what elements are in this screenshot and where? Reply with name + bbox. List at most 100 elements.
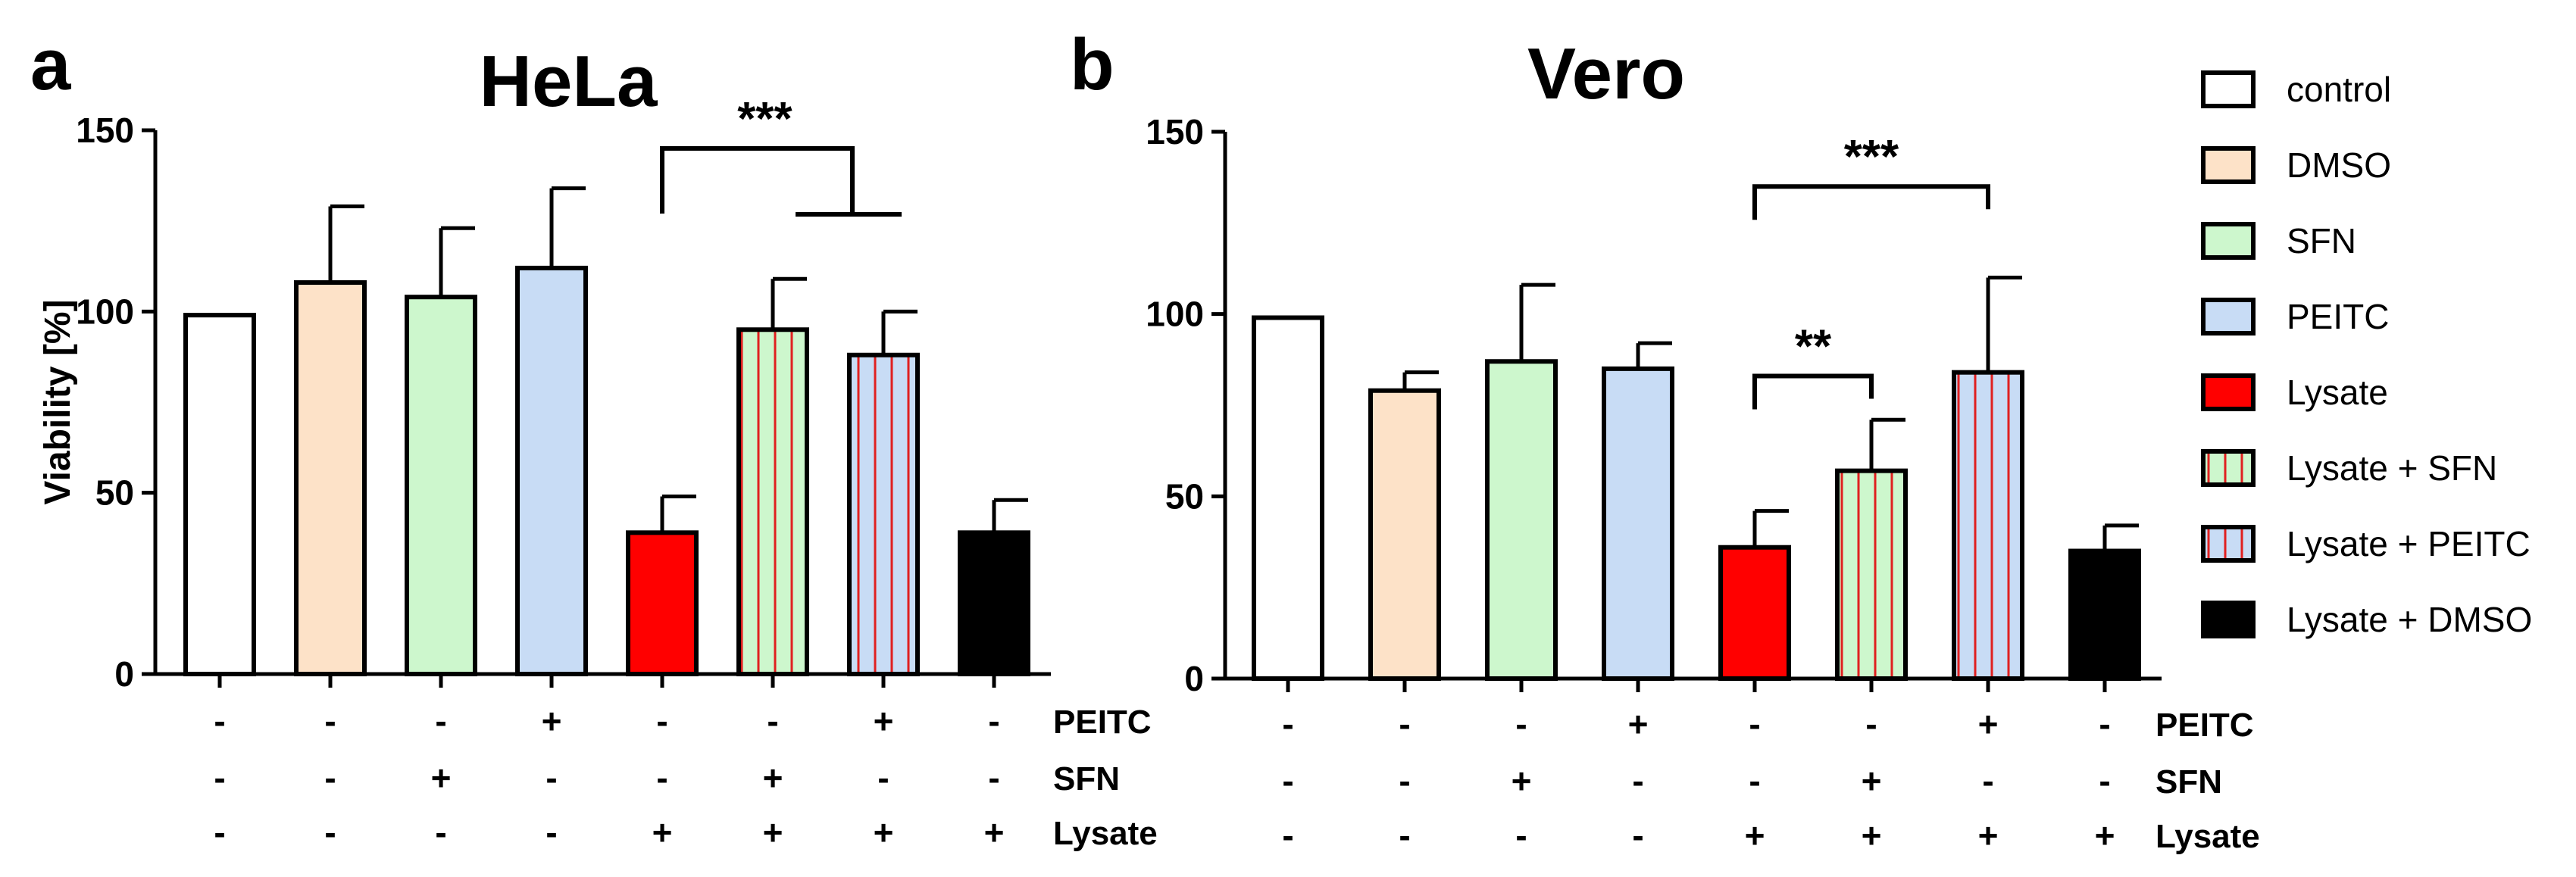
condition-sign-sfn: - [2099, 761, 2110, 801]
panel-b-y-tick-label: 50 [1165, 476, 1204, 516]
bar-lysate [628, 532, 696, 674]
legend-sfn-swatch-fill [2203, 224, 2253, 257]
panel-b-y-tick-label: 100 [1146, 295, 1204, 334]
condition-sign-peitc: + [874, 701, 894, 741]
condition-sign-peitc: - [1865, 704, 1877, 744]
bar-outline-lysate-dmso [2068, 548, 2141, 681]
legend-peitc-swatch [2201, 298, 2256, 336]
legend-lysate-swatch-fill [2203, 376, 2253, 409]
condition-sign-peitc: - [1515, 704, 1527, 744]
condition-sign-peitc: - [656, 701, 667, 741]
condition-sign-lysate: - [435, 813, 446, 852]
bar-outline-lysate-peitc [1952, 370, 2024, 681]
legend-lysate-swatch [2201, 373, 2256, 411]
legend-dmso-swatch-fill [2203, 148, 2253, 182]
significance-2-bracket [1752, 373, 1874, 410]
bar-peitc [1604, 368, 1672, 679]
condition-sign-sfn: - [324, 758, 336, 797]
condition-sign-peitc: - [988, 701, 999, 741]
bar-outline-lysate-dmso [958, 530, 1030, 676]
condition-label-lysate: Lysate [2156, 818, 2260, 855]
legend-control-label: control [2287, 70, 2391, 109]
bar-stripes-lysate-peitc [1954, 372, 2022, 679]
bar-lysate-dmso [960, 532, 1028, 674]
legend-lysate-peitc-label: Lysate + PEITC [2287, 524, 2531, 563]
condition-sign-lysate: + [1978, 816, 1999, 855]
condition-sign-peitc: - [767, 701, 778, 741]
condition-sign-lysate: - [1399, 816, 1410, 855]
bar-outline-lysate-sfn [736, 327, 809, 676]
legend: control DMSO SFN PEITC Lysate Lysate + SFN Lys… [2201, 70, 2532, 639]
condition-sign-sfn: - [1982, 761, 1993, 801]
condition-sign-peitc: + [1978, 704, 1999, 744]
bar-sfn [407, 297, 475, 674]
bar-outline-control [183, 313, 256, 676]
bar-control [1254, 317, 1322, 679]
bar-outline-dmso [1368, 388, 1441, 681]
condition-sign-lysate: + [1862, 816, 1882, 855]
bar-outline-dmso [294, 280, 367, 677]
condition-sign-lysate: - [214, 813, 225, 852]
condition-sign-lysate: + [652, 813, 673, 852]
panel-b-y-tick-label: 0 [1184, 659, 1204, 698]
condition-sign-peitc: - [1749, 704, 1760, 744]
panel-b-y-tick-label: 150 [1146, 112, 1204, 151]
legend-control-swatch [2201, 70, 2256, 108]
bar-outline-peitc [1602, 366, 1674, 681]
panel-b-letter: b [1070, 24, 1114, 105]
legend-lysate-dmso-label: Lysate + DMSO [2287, 600, 2532, 639]
significance-1-bracket [660, 146, 855, 214]
significance-2-label: ** [1795, 320, 1832, 373]
bar-stripes-lysate-sfn [739, 329, 807, 674]
panel-a-y-tick-label: 100 [76, 292, 134, 331]
bar-outline-sfn [405, 295, 477, 676]
legend-control-swatch-fill [2203, 73, 2253, 106]
bar-stripes-lysate-sfn [1837, 470, 1905, 679]
condition-sign-lysate: + [1745, 816, 1765, 855]
legend-lysate-sfn-swatch [2201, 449, 2256, 487]
condition-sign-lysate: - [1282, 816, 1293, 855]
condition-sign-peitc: - [214, 701, 225, 741]
panel-b: 0 50 100 150 - - - + - - + - PEITC - - + - - + - - SFN - - - - + + +… [1146, 112, 2260, 855]
legend-dmso-label: DMSO [2287, 145, 2391, 185]
condition-sign-lysate: - [546, 813, 557, 852]
bar-outline-sfn [1485, 359, 1558, 681]
legend-lysate-peitc-swatch-stripes [2203, 527, 2253, 560]
condition-label-lysate: Lysate [1053, 815, 1158, 852]
panel-a-y-tick-label: 0 [114, 654, 134, 694]
bar-outline-lysate [1718, 545, 1791, 681]
condition-sign-sfn: - [1632, 761, 1643, 801]
condition-sign-sfn: - [1399, 761, 1410, 801]
bar-peitc [517, 267, 586, 675]
condition-sign-sfn: - [1749, 761, 1760, 801]
condition-sign-peitc: - [2099, 704, 2110, 744]
legend-lysate-dmso-swatch [2201, 601, 2256, 638]
condition-sign-lysate: + [763, 813, 783, 852]
legend-sfn-swatch [2201, 222, 2256, 260]
panel-a-title: HeLa [480, 41, 658, 122]
legend-lysate-label: Lysate [2287, 373, 2388, 412]
condition-label-peitc: PEITC [1053, 704, 1152, 741]
condition-sign-lysate: + [984, 813, 1005, 852]
panel-a-letter: a [30, 24, 71, 105]
significance-1-label: *** [1844, 131, 1899, 183]
condition-sign-lysate: - [324, 813, 336, 852]
condition-sign-peitc: - [1399, 704, 1410, 744]
bar-control [186, 315, 254, 674]
legend-lysate-peitc-swatch [2201, 525, 2256, 563]
condition-sign-sfn: - [546, 758, 557, 797]
condition-sign-sfn: + [1512, 761, 1532, 801]
significance-1-bracket [1752, 184, 1990, 220]
panel-b-title: Vero [1527, 33, 1685, 114]
legend-lysate-sfn-label: Lysate + SFN [2287, 448, 2497, 488]
condition-label-peitc: PEITC [2156, 707, 2254, 744]
condition-sign-lysate: - [1632, 816, 1643, 855]
condition-label-sfn: SFN [2156, 763, 2222, 801]
condition-sign-peitc: - [324, 701, 336, 741]
condition-sign-peitc: + [542, 701, 562, 741]
bar-outline-control [1252, 315, 1324, 681]
condition-sign-sfn: - [877, 758, 889, 797]
significance-1-label: *** [737, 93, 792, 145]
bar-stripes-lysate-peitc [849, 354, 918, 674]
